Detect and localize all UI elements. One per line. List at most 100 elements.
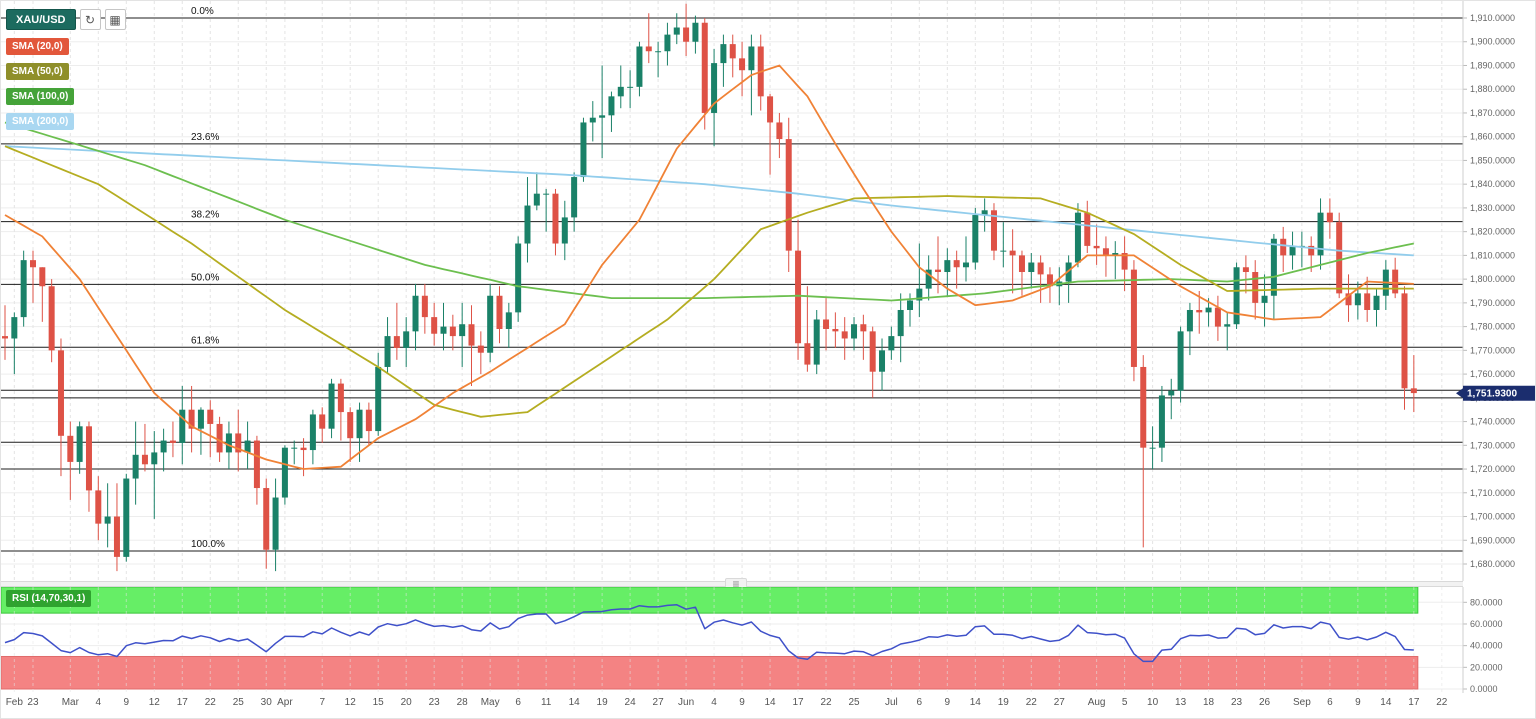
sma-badge-0[interactable]: SMA (20,0) bbox=[6, 38, 69, 55]
sma-badge-2[interactable]: SMA (100,0) bbox=[6, 88, 75, 105]
svg-text:27: 27 bbox=[1054, 697, 1066, 708]
sma-badge-1[interactable]: SMA (50,0) bbox=[6, 63, 69, 80]
svg-text:17: 17 bbox=[177, 697, 189, 708]
svg-text:10: 10 bbox=[1147, 697, 1159, 708]
svg-text:Jun: Jun bbox=[678, 697, 694, 708]
chart-settings-button[interactable]: ▦ bbox=[104, 9, 126, 30]
svg-text:1,890.0000: 1,890.0000 bbox=[1470, 60, 1515, 70]
svg-text:Apr: Apr bbox=[277, 697, 293, 708]
svg-text:22: 22 bbox=[205, 697, 217, 708]
svg-text:14: 14 bbox=[569, 697, 581, 708]
svg-text:15: 15 bbox=[373, 697, 385, 708]
svg-text:23: 23 bbox=[27, 697, 39, 708]
svg-text:1,900.0000: 1,900.0000 bbox=[1470, 37, 1515, 47]
svg-text:19: 19 bbox=[998, 697, 1010, 708]
svg-text:Sep: Sep bbox=[1293, 697, 1311, 708]
svg-text:6: 6 bbox=[515, 697, 521, 708]
svg-text:23: 23 bbox=[429, 697, 441, 708]
rsi-badge[interactable]: RSI (14,70,30,1) bbox=[6, 590, 92, 607]
svg-text:13: 13 bbox=[1175, 697, 1187, 708]
svg-text:27: 27 bbox=[653, 697, 665, 708]
svg-text:6: 6 bbox=[917, 697, 923, 708]
grid-icon: ▦ bbox=[109, 12, 121, 27]
svg-text:11: 11 bbox=[541, 697, 552, 708]
svg-text:1,680.0000: 1,680.0000 bbox=[1470, 559, 1515, 569]
svg-text:61.8%: 61.8% bbox=[191, 335, 219, 346]
svg-text:1,800.0000: 1,800.0000 bbox=[1470, 274, 1515, 284]
svg-text:1,840.0000: 1,840.0000 bbox=[1470, 179, 1515, 189]
svg-text:50.0%: 50.0% bbox=[191, 272, 219, 283]
svg-text:20.0000: 20.0000 bbox=[1470, 662, 1503, 672]
svg-text:1,770.0000: 1,770.0000 bbox=[1470, 345, 1515, 355]
svg-text:1,740.0000: 1,740.0000 bbox=[1470, 417, 1515, 427]
svg-text:28: 28 bbox=[457, 697, 469, 708]
refresh-icon: ↻ bbox=[84, 12, 96, 27]
chart-toolbar: XAU/USD ↻ ▦ SMA (20,0) SMA (50,0) SMA (1… bbox=[6, 9, 126, 130]
svg-text:9: 9 bbox=[945, 697, 951, 708]
svg-text:1,700.0000: 1,700.0000 bbox=[1470, 512, 1515, 522]
svg-text:1,690.0000: 1,690.0000 bbox=[1470, 535, 1515, 545]
svg-text:30: 30 bbox=[261, 697, 273, 708]
svg-text:24: 24 bbox=[625, 697, 637, 708]
svg-text:14: 14 bbox=[1380, 697, 1392, 708]
svg-text:25: 25 bbox=[848, 697, 860, 708]
svg-text:9: 9 bbox=[739, 697, 745, 708]
svg-text:0.0%: 0.0% bbox=[191, 6, 214, 17]
svg-text:22: 22 bbox=[820, 697, 832, 708]
svg-text:6: 6 bbox=[1327, 697, 1333, 708]
svg-text:18: 18 bbox=[1203, 697, 1215, 708]
svg-text:1,850.0000: 1,850.0000 bbox=[1470, 155, 1515, 165]
svg-text:1,880.0000: 1,880.0000 bbox=[1470, 84, 1515, 94]
svg-text:25: 25 bbox=[233, 697, 245, 708]
svg-text:100.0%: 100.0% bbox=[191, 539, 225, 550]
svg-text:Mar: Mar bbox=[62, 697, 80, 708]
svg-text:9: 9 bbox=[1355, 697, 1361, 708]
price-chart-canvas[interactable]: 1,680.0000 1,690.0000 1,700.0000 1,710.0000… bbox=[1, 1, 1536, 581]
svg-text:12: 12 bbox=[149, 697, 161, 708]
rsi-panel-canvas[interactable]: 0.0000 20.0000 40.0000 60.0000 80.0000 bbox=[1, 587, 1536, 693]
svg-text:Jul: Jul bbox=[885, 697, 898, 708]
svg-text:26: 26 bbox=[1259, 697, 1271, 708]
svg-text:23: 23 bbox=[1231, 697, 1243, 708]
svg-text:1,870.0000: 1,870.0000 bbox=[1470, 108, 1515, 118]
svg-text:Aug: Aug bbox=[1088, 697, 1106, 708]
svg-text:5: 5 bbox=[1122, 697, 1128, 708]
svg-text:40.0000: 40.0000 bbox=[1470, 641, 1503, 651]
svg-text:4: 4 bbox=[711, 697, 717, 708]
svg-text:1,860.0000: 1,860.0000 bbox=[1470, 132, 1515, 142]
svg-text:0.0000: 0.0000 bbox=[1470, 684, 1498, 693]
svg-text:1,810.0000: 1,810.0000 bbox=[1470, 250, 1515, 260]
svg-text:1,780.0000: 1,780.0000 bbox=[1470, 322, 1515, 332]
svg-text:23.6%: 23.6% bbox=[191, 132, 219, 143]
svg-text:1,751.9300: 1,751.9300 bbox=[1467, 389, 1517, 400]
svg-text:1,830.0000: 1,830.0000 bbox=[1470, 203, 1515, 213]
refresh-button[interactable]: ↻ bbox=[79, 9, 101, 30]
svg-text:1,760.0000: 1,760.0000 bbox=[1470, 369, 1515, 379]
sma-badge-3[interactable]: SMA (200,0) bbox=[6, 113, 75, 130]
svg-text:1,730.0000: 1,730.0000 bbox=[1470, 440, 1515, 450]
svg-text:22: 22 bbox=[1436, 697, 1448, 708]
svg-text:14: 14 bbox=[764, 697, 776, 708]
svg-text:May: May bbox=[481, 697, 500, 708]
svg-text:12: 12 bbox=[345, 697, 357, 708]
svg-text:80.0000: 80.0000 bbox=[1470, 597, 1503, 607]
svg-text:7: 7 bbox=[319, 697, 325, 708]
svg-text:1,910.0000: 1,910.0000 bbox=[1470, 13, 1515, 23]
svg-text:17: 17 bbox=[792, 697, 804, 708]
svg-text:19: 19 bbox=[597, 697, 609, 708]
svg-text:9: 9 bbox=[124, 697, 130, 708]
svg-text:1,710.0000: 1,710.0000 bbox=[1470, 488, 1515, 498]
symbol-button[interactable]: XAU/USD bbox=[6, 9, 76, 30]
svg-text:Feb: Feb bbox=[6, 697, 24, 708]
svg-text:4: 4 bbox=[96, 697, 102, 708]
svg-text:38.2%: 38.2% bbox=[191, 210, 219, 221]
svg-text:14: 14 bbox=[970, 697, 982, 708]
svg-text:60.0000: 60.0000 bbox=[1470, 619, 1503, 629]
svg-text:17: 17 bbox=[1408, 697, 1420, 708]
svg-text:22: 22 bbox=[1026, 697, 1038, 708]
symbol-row: XAU/USD ↻ ▦ bbox=[6, 9, 126, 30]
svg-text:1,790.0000: 1,790.0000 bbox=[1470, 298, 1515, 308]
time-axis[interactable]: Feb 23 Mar 4 9 12 17 22 25 30 Apr 7 12 15 20 23 28 May 6 11… bbox=[1, 693, 1536, 719]
svg-text:1,820.0000: 1,820.0000 bbox=[1470, 227, 1515, 237]
